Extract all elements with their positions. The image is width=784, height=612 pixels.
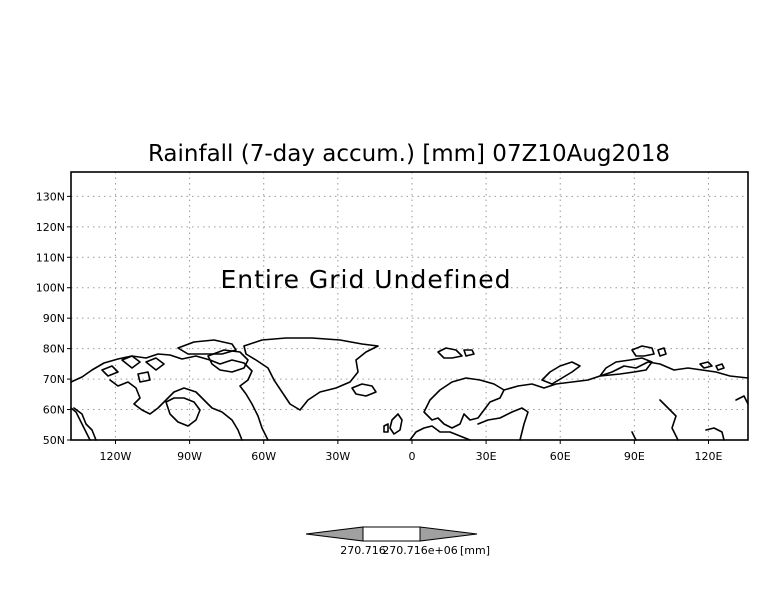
svalbard-coastline <box>437 347 475 359</box>
greenland-coastline <box>243 337 379 411</box>
undefined-grid-message: Entire Grid Undefined <box>220 265 511 294</box>
scandinavia-coastline <box>423 377 505 429</box>
lon-tick-label: 120E <box>694 450 722 463</box>
new-siberian-islands <box>699 361 725 371</box>
lon-tick-label: 90E <box>624 450 645 463</box>
lat-tick-label: 100N <box>36 282 65 295</box>
colorbar-unit: [mm] <box>460 544 490 557</box>
lat-tick-label: 60N <box>43 404 65 417</box>
map-title: Rainfall (7-day accum.) [mm] 07Z10Aug201… <box>148 141 670 167</box>
british-isles-coastline <box>383 413 403 435</box>
colorbar-right-triangle <box>419 526 478 542</box>
novaya-zemlya-coastline <box>541 361 581 385</box>
colorbar-left-triangle <box>305 526 364 542</box>
baffin-island <box>207 349 249 373</box>
asia-arctic-coastline <box>503 361 749 391</box>
lon-tick-label: 30E <box>476 450 497 463</box>
lon-tick-label: 90W <box>177 450 202 463</box>
taymyr-coastline <box>599 357 653 377</box>
plot-background <box>71 172 748 440</box>
gridlines <box>71 172 748 440</box>
kamchatka <box>735 395 749 405</box>
lat-tick-label: 80N <box>43 343 65 356</box>
asia-interior <box>631 399 725 441</box>
iceland-coastline <box>351 383 377 397</box>
europe-coastline <box>409 407 529 441</box>
longitude-axis: 120W 90W 60W 30W 0 30E 60E 90E 120E <box>100 440 722 463</box>
lat-tick-label: 50N <box>43 434 65 447</box>
alaska-coastline <box>70 407 91 441</box>
colorbar-swatch <box>362 526 421 542</box>
map-plot-area: Entire Grid Undefined <box>70 171 749 441</box>
coastlines <box>70 337 749 441</box>
colorbar-label-lower: 270.716 <box>340 544 386 557</box>
ellesmere-island <box>177 339 237 355</box>
colorbar: 270.716 270.716e+06 [mm] <box>305 526 490 557</box>
colorbar-label-upper: 270.716e+06 <box>382 544 457 557</box>
lon-tick-label: 120W <box>100 450 132 463</box>
lat-tick-label: 110N <box>36 251 65 264</box>
lat-tick-label: 90N <box>43 312 65 325</box>
arctic-islands <box>101 355 165 383</box>
plot-frame <box>70 171 749 441</box>
north-america-interior <box>73 379 243 441</box>
lat-tick-label: 70N <box>43 373 65 386</box>
lon-tick-label: 30W <box>325 450 350 463</box>
lat-tick-label: 130N <box>36 190 65 203</box>
lat-tick-label: 120N <box>36 221 65 234</box>
lon-tick-label: 60E <box>550 450 571 463</box>
latitude-axis: 130N 120N 110N 100N 90N 80N 70N 60N 50N <box>36 190 71 447</box>
severnaya-zemlya <box>631 345 667 357</box>
hudson-bay <box>165 397 201 427</box>
lon-tick-label: 0 <box>408 450 415 463</box>
lon-tick-label: 60W <box>251 450 276 463</box>
